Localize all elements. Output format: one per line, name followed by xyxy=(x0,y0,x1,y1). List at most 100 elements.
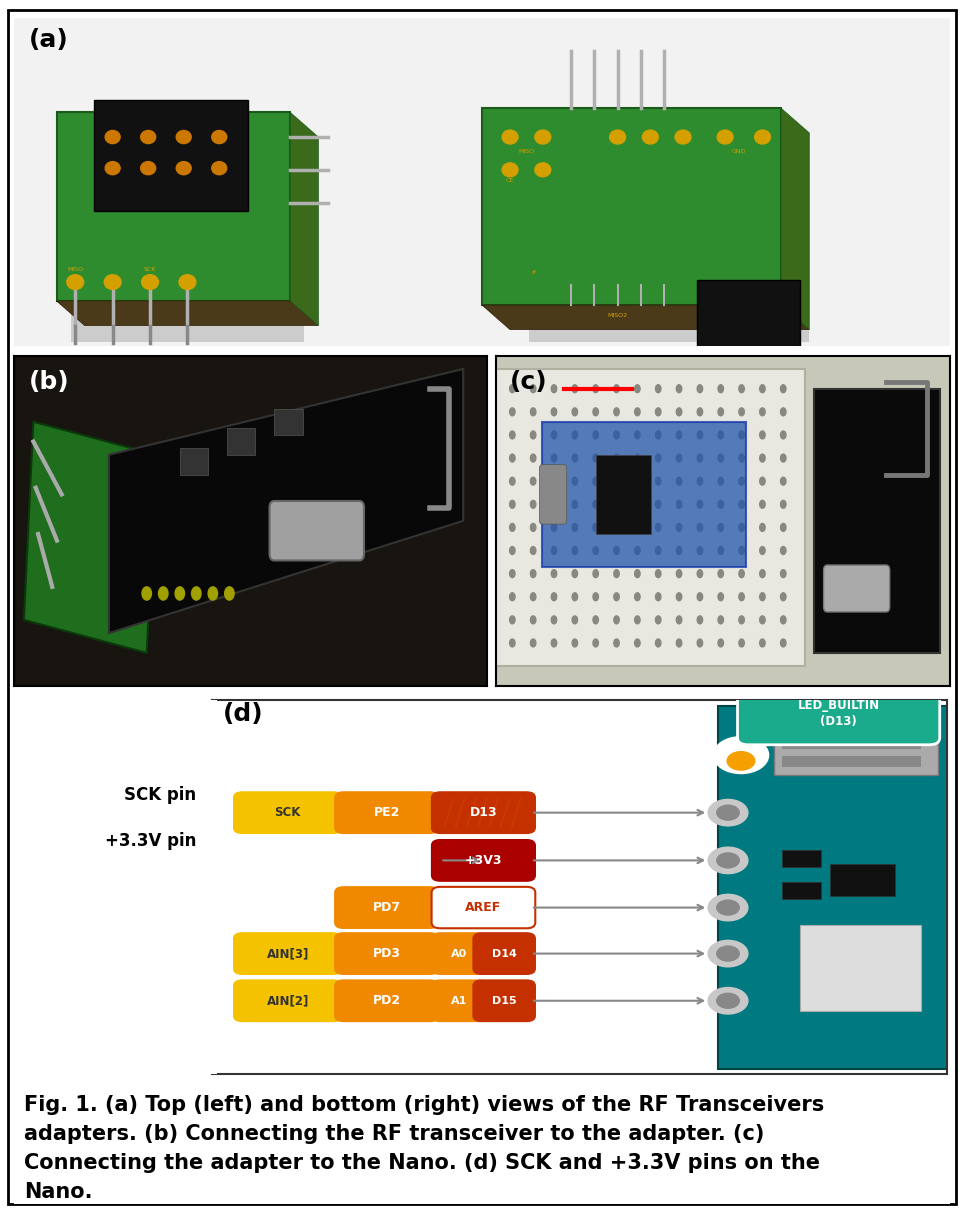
Circle shape xyxy=(718,431,723,439)
Circle shape xyxy=(572,615,577,624)
Circle shape xyxy=(225,586,234,600)
Circle shape xyxy=(510,385,515,392)
Text: (d): (d) xyxy=(223,702,263,726)
Circle shape xyxy=(614,569,619,578)
Circle shape xyxy=(535,163,550,177)
Circle shape xyxy=(760,546,765,555)
Circle shape xyxy=(530,500,536,509)
Circle shape xyxy=(179,274,196,289)
Circle shape xyxy=(67,274,84,289)
Text: SCK pin: SCK pin xyxy=(124,787,197,805)
Circle shape xyxy=(760,385,765,392)
Circle shape xyxy=(697,615,703,624)
Circle shape xyxy=(718,546,723,555)
Circle shape xyxy=(510,639,515,647)
FancyBboxPatch shape xyxy=(540,465,567,524)
Circle shape xyxy=(718,523,723,532)
Circle shape xyxy=(614,500,619,509)
Circle shape xyxy=(634,477,640,486)
Circle shape xyxy=(142,586,151,600)
Circle shape xyxy=(593,546,599,555)
Circle shape xyxy=(781,454,786,463)
Circle shape xyxy=(760,615,765,624)
Circle shape xyxy=(176,161,191,175)
Circle shape xyxy=(781,500,786,509)
Text: D15: D15 xyxy=(492,995,517,1005)
FancyBboxPatch shape xyxy=(542,421,746,567)
Circle shape xyxy=(718,408,723,416)
Circle shape xyxy=(656,431,661,439)
Circle shape xyxy=(614,523,619,532)
Text: MISO2: MISO2 xyxy=(607,313,628,318)
Circle shape xyxy=(781,639,786,647)
Text: Connecting the adapter to the Nano. (d) SCK and +3.3V pins on the: Connecting the adapter to the Nano. (d) … xyxy=(24,1153,819,1173)
FancyBboxPatch shape xyxy=(180,448,208,475)
Circle shape xyxy=(677,546,682,555)
Circle shape xyxy=(738,523,744,532)
Circle shape xyxy=(697,592,703,601)
Circle shape xyxy=(593,454,599,463)
FancyBboxPatch shape xyxy=(783,756,921,766)
Circle shape xyxy=(634,408,640,416)
Circle shape xyxy=(697,454,703,463)
Text: AIN[3]: AIN[3] xyxy=(266,947,308,960)
Circle shape xyxy=(656,615,661,624)
Circle shape xyxy=(530,385,536,392)
Circle shape xyxy=(656,408,661,416)
FancyBboxPatch shape xyxy=(274,409,303,435)
Polygon shape xyxy=(290,113,318,325)
FancyBboxPatch shape xyxy=(432,840,535,881)
Circle shape xyxy=(781,546,786,555)
Circle shape xyxy=(614,592,619,601)
Circle shape xyxy=(502,130,518,144)
Circle shape xyxy=(551,477,557,486)
Text: GND: GND xyxy=(732,149,746,154)
Circle shape xyxy=(677,408,682,416)
Circle shape xyxy=(709,800,748,826)
Circle shape xyxy=(717,900,739,915)
Circle shape xyxy=(572,592,577,601)
FancyBboxPatch shape xyxy=(233,792,341,833)
Circle shape xyxy=(530,408,536,416)
Text: (b): (b) xyxy=(29,370,69,393)
Circle shape xyxy=(208,586,218,600)
Circle shape xyxy=(677,523,682,532)
Text: MISO: MISO xyxy=(67,267,83,272)
Text: PD7: PD7 xyxy=(372,901,401,914)
Circle shape xyxy=(609,130,626,144)
FancyBboxPatch shape xyxy=(432,932,487,975)
Text: Nano.: Nano. xyxy=(24,1182,93,1202)
Circle shape xyxy=(634,431,640,439)
Circle shape xyxy=(738,477,744,486)
Circle shape xyxy=(656,454,661,463)
Circle shape xyxy=(717,130,733,144)
Circle shape xyxy=(175,586,184,600)
Circle shape xyxy=(551,569,557,578)
Circle shape xyxy=(572,431,577,439)
Circle shape xyxy=(718,477,723,486)
Circle shape xyxy=(634,592,640,601)
Circle shape xyxy=(760,592,765,601)
Circle shape xyxy=(697,477,703,486)
Circle shape xyxy=(510,592,515,601)
Circle shape xyxy=(212,161,227,175)
Circle shape xyxy=(697,639,703,647)
Circle shape xyxy=(551,592,557,601)
Circle shape xyxy=(738,639,744,647)
Circle shape xyxy=(718,592,723,601)
FancyBboxPatch shape xyxy=(14,356,487,686)
Circle shape xyxy=(614,477,619,486)
Circle shape xyxy=(738,615,744,624)
Circle shape xyxy=(105,130,120,143)
FancyBboxPatch shape xyxy=(774,700,938,776)
FancyBboxPatch shape xyxy=(233,932,341,975)
Circle shape xyxy=(717,993,739,1009)
Circle shape xyxy=(530,639,536,647)
Text: rf: rf xyxy=(531,270,536,274)
Circle shape xyxy=(697,500,703,509)
Circle shape xyxy=(502,163,518,177)
Circle shape xyxy=(510,569,515,578)
Circle shape xyxy=(677,592,682,601)
Circle shape xyxy=(530,477,536,486)
FancyBboxPatch shape xyxy=(335,887,439,929)
